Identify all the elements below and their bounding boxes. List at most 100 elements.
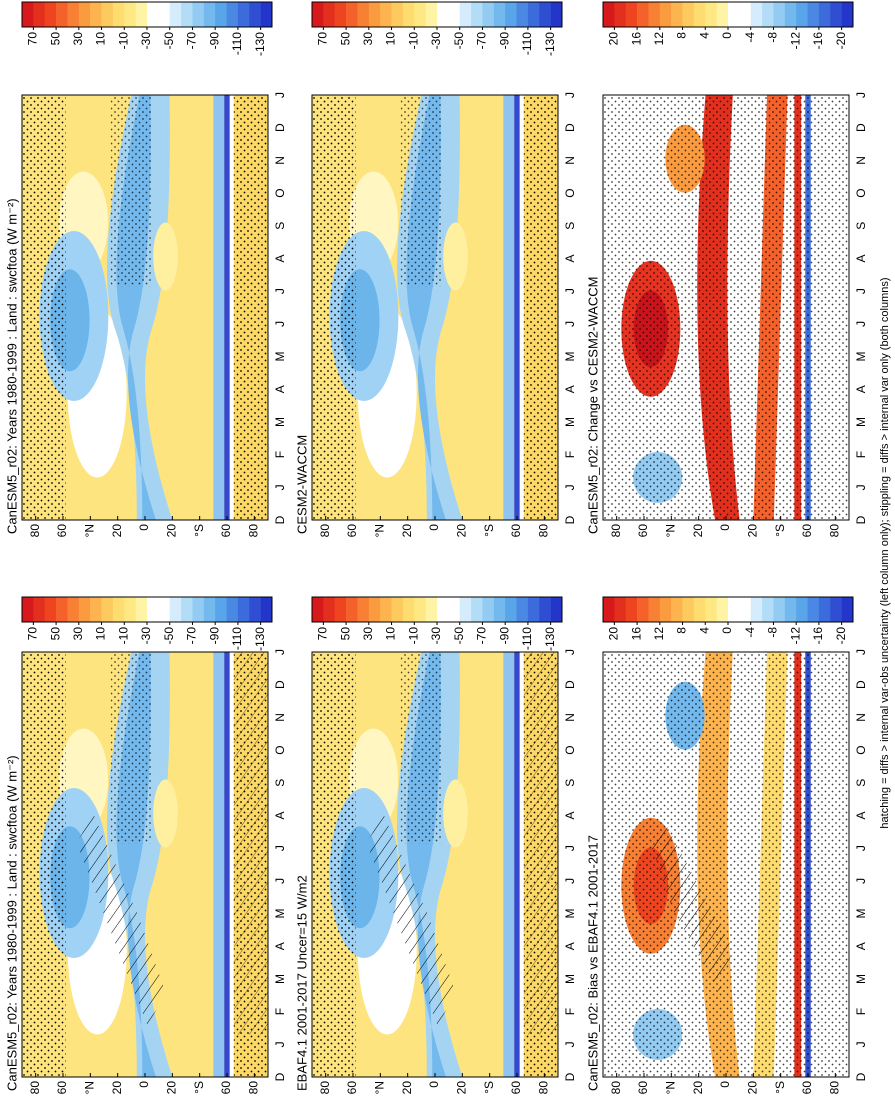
- colorbar-label: -10: [406, 32, 420, 50]
- colorbar-bin: [312, 597, 324, 622]
- panel: CESM2-WACCM 80 60 °N 20 0 20 °S 60 80 D J F M A M J J A S O N…: [294, 92, 577, 537]
- colorbar-label: -50: [162, 32, 176, 50]
- x-tick-label: M: [563, 417, 577, 427]
- colorbar-bin: [380, 2, 392, 27]
- x-tick-label: J: [854, 649, 868, 655]
- colorbar: 20 16 12 8 4 0 -4 -8 -12 -16 -20: [602, 596, 854, 644]
- colorbar-bin: [192, 597, 205, 622]
- y-tick-label: 60: [219, 524, 233, 538]
- x-tick-label: N: [854, 713, 868, 722]
- colorbar-label: 0: [720, 627, 734, 634]
- y-tick-label: 0: [137, 1081, 151, 1088]
- field-shape: [650, 822, 733, 992]
- x-tick-label: N: [273, 156, 287, 165]
- y-tick-label: °S: [482, 1081, 496, 1094]
- panel: CanESM5_r02: Bias vs EBAF4.1 2001-2017 80…: [585, 649, 868, 1094]
- colorbar-bin: [391, 597, 404, 622]
- x-tick-label: J: [273, 878, 287, 884]
- y-tick-label: °S: [773, 1081, 787, 1094]
- x-tick-label: J: [854, 321, 868, 327]
- colorbar-label: -10: [116, 627, 130, 645]
- x-tick-label: F: [273, 451, 287, 458]
- colorbar-bin: [807, 597, 820, 622]
- colorbar-label: -10: [116, 32, 130, 50]
- x-tick-label: O: [854, 745, 868, 754]
- field-shape: [76, 813, 166, 1026]
- field-shape: [312, 95, 356, 520]
- colorbar-bin: [625, 597, 638, 622]
- colorbar-bin: [323, 597, 336, 622]
- y-tick-label: 80: [537, 1081, 551, 1095]
- x-tick-label: S: [854, 222, 868, 230]
- field-shape: [503, 652, 515, 1077]
- x-tick-label: F: [563, 451, 577, 458]
- colorbar-label: -4: [743, 32, 757, 43]
- field-shape: [110, 652, 152, 844]
- panel-title: CanESM5_r02: Years 1980-1999 : Land : sw…: [4, 755, 19, 1091]
- colorbar-bin: [659, 597, 672, 622]
- field-shape: [603, 652, 849, 1077]
- colorbar-bin: [750, 2, 763, 27]
- x-tick-label: J: [273, 484, 287, 490]
- colorbar-bin: [437, 597, 449, 622]
- y-tick-label: °S: [773, 524, 787, 537]
- colorbar-bin: [90, 2, 102, 27]
- colorbar-bin: [323, 2, 336, 27]
- colorbar-bin: [659, 2, 672, 27]
- colorbar-label: 50: [48, 32, 62, 46]
- colorbar-bin: [425, 2, 438, 27]
- colorbar-label: -20: [834, 32, 848, 50]
- y-tick-label: 0: [427, 1081, 441, 1088]
- colorbar-label: -50: [452, 32, 466, 50]
- y-tick-label: °S: [192, 1081, 206, 1094]
- x-tick-label: J: [563, 845, 577, 851]
- y-tick-label: 80: [247, 1081, 261, 1095]
- colorbar-label: -90: [207, 627, 221, 645]
- colorbar-bin: [459, 597, 472, 622]
- colorbar-label: 50: [338, 627, 352, 641]
- colorbar-bin: [169, 2, 182, 27]
- colorbar-bin: [603, 597, 615, 622]
- colorbar-bin: [527, 2, 540, 27]
- colorbar-bin: [459, 2, 472, 27]
- y-tick-label: 60: [800, 524, 814, 538]
- colorbar-bin: [437, 2, 449, 27]
- x-tick-label: J: [854, 878, 868, 884]
- colorbar-bin: [527, 597, 540, 622]
- field-shape: [233, 652, 268, 1035]
- colorbar-bin: [728, 2, 740, 27]
- y-tick-label: 0: [427, 524, 441, 531]
- colorbar-label: 50: [338, 32, 352, 46]
- y-tick-label: 20: [400, 1081, 414, 1095]
- colorbar: 70 50 30 10 -10 -30 -50 -70 -90 -110 -130: [21, 596, 273, 651]
- colorbar-bin: [425, 597, 438, 622]
- y-tick-label: 80: [828, 1081, 842, 1095]
- x-tick-label: A: [854, 811, 868, 819]
- field-shape: [503, 95, 515, 520]
- field-shape: [523, 95, 558, 520]
- colorbar-label: -130: [543, 32, 557, 56]
- colorbar-label: -50: [162, 627, 176, 645]
- colorbar-bin: [796, 2, 808, 27]
- colorbar-label: 8: [675, 32, 689, 39]
- colorbar-bin: [493, 2, 506, 27]
- colorbar-bin: [671, 2, 683, 27]
- colorbar-bin: [648, 2, 661, 27]
- field-shape: [443, 222, 468, 291]
- colorbar-bin: [807, 2, 820, 27]
- x-tick-label: J: [273, 321, 287, 327]
- y-tick-label: 60: [345, 524, 359, 538]
- colorbar-label: 50: [48, 627, 62, 641]
- colorbar-bin: [124, 597, 136, 622]
- colorbar-bin: [260, 597, 273, 622]
- colorbar-label: -130: [253, 32, 267, 56]
- colorbar-bin: [101, 597, 114, 622]
- colorbar-bin: [402, 597, 415, 622]
- y-tick-label: °N: [373, 524, 387, 537]
- contour-field: [22, 95, 268, 520]
- y-tick-label: 80: [828, 524, 842, 538]
- x-tick-label: O: [273, 745, 287, 754]
- colorbar-bin: [237, 2, 250, 27]
- contour-field: [22, 652, 268, 1077]
- colorbar-bin: [33, 597, 46, 622]
